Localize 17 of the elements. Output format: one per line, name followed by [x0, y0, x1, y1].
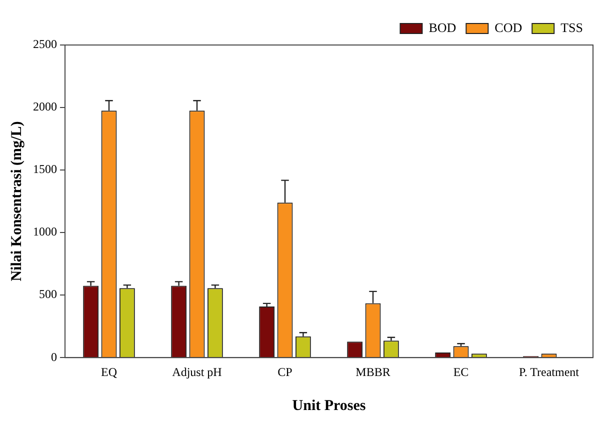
y-tick-label: 2000 — [33, 100, 57, 114]
y-tick-label: 1500 — [33, 162, 57, 176]
x-axis-title: Unit Proses — [292, 398, 366, 414]
y-tick-label: 1000 — [33, 224, 57, 239]
y-tick-label: 500 — [39, 287, 57, 302]
legend-label: BOD — [428, 20, 456, 35]
y-tick-label: 0 — [51, 350, 57, 364]
x-tick-label: MBBR — [356, 364, 390, 379]
x-tick-label: Adjust pH — [172, 364, 222, 379]
x-tick-label: EC — [453, 364, 469, 379]
x-tick-label: EQ — [101, 364, 118, 379]
y-tick-label: 2500 — [33, 37, 57, 52]
legend-label: COD — [494, 20, 522, 35]
x-tick-label: P. Treatment — [518, 364, 580, 379]
legend-label: TSS — [560, 20, 584, 35]
y-axis-title: Nilai Konsentrasi (mg/L) — [8, 121, 25, 282]
x-tick-label: CP — [278, 364, 293, 379]
